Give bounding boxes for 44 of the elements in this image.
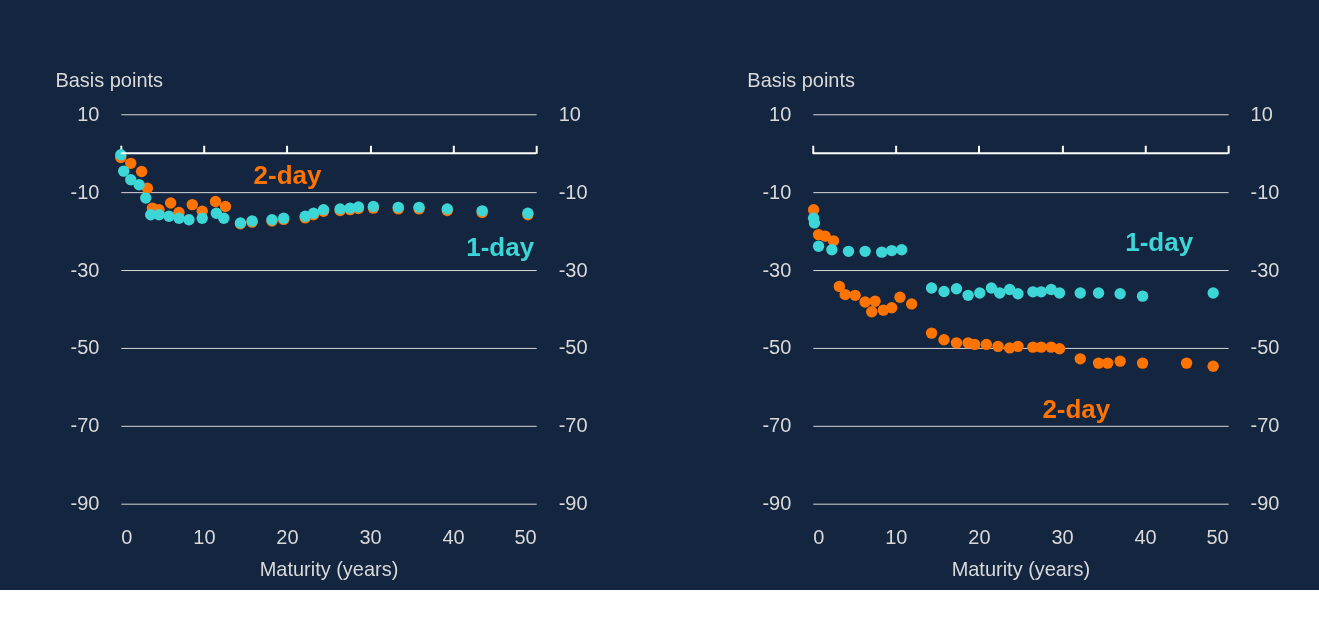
x-tick-label: 50: [514, 526, 537, 549]
x-tick-label: 0: [813, 526, 825, 549]
x-tick-label: 50: [1206, 526, 1229, 549]
y-axis-title: Basis points: [747, 68, 855, 91]
y-tick-label: -50: [70, 336, 100, 359]
y-tick-label: -30: [762, 258, 792, 281]
x-tick-label: 20: [276, 526, 299, 549]
y-tick-label: -90: [762, 492, 792, 515]
series-label: 1-day: [1125, 227, 1194, 258]
y-tick-label: -10: [762, 180, 792, 203]
x-tick-label: 30: [359, 526, 382, 549]
y2-tick-label: 10: [558, 102, 581, 125]
y2-tick-label: 10: [1250, 102, 1273, 125]
y2-tick-label: -50: [558, 336, 588, 359]
x-tick-label: 30: [1051, 526, 1074, 549]
y2-tick-label: -30: [558, 258, 588, 281]
x-tick-label: 20: [968, 526, 991, 549]
y-tick-label: -50: [762, 336, 792, 359]
y2-tick-label: -70: [1250, 414, 1280, 437]
y2-tick-label: -70: [558, 414, 588, 437]
x-tick-label: 0: [121, 526, 133, 549]
y-axis-title: Basis points: [55, 68, 164, 91]
y2-tick-label: -50: [1250, 336, 1280, 359]
y2-tick-label: -10: [558, 180, 588, 203]
y2-tick-label: -30: [1250, 258, 1280, 281]
series-label: 2-day: [1042, 393, 1111, 424]
y2-tick-label: -90: [1250, 492, 1280, 515]
x-axis-title: Maturity (years): [951, 558, 1091, 581]
x-tick-label: 40: [442, 526, 465, 549]
y2-tick-label: -90: [558, 492, 588, 515]
x-tick-label: 10: [193, 526, 216, 549]
series-label: 1-day: [466, 232, 535, 263]
y-tick-label: -70: [762, 414, 792, 437]
x-tick-label: 40: [1134, 526, 1157, 549]
y-tick-label: -30: [70, 258, 100, 281]
x-tick-label: 10: [885, 526, 908, 549]
y2-tick-label: -10: [1250, 180, 1280, 203]
series-label: 2-day: [253, 160, 322, 191]
y-tick-label: 10: [77, 102, 100, 125]
y-tick-label: 10: [769, 102, 792, 125]
y-tick-label: -70: [70, 414, 100, 437]
x-axis-title: Maturity (years): [259, 558, 399, 581]
y-tick-label: -10: [70, 180, 100, 203]
y-tick-label: -90: [70, 492, 100, 515]
